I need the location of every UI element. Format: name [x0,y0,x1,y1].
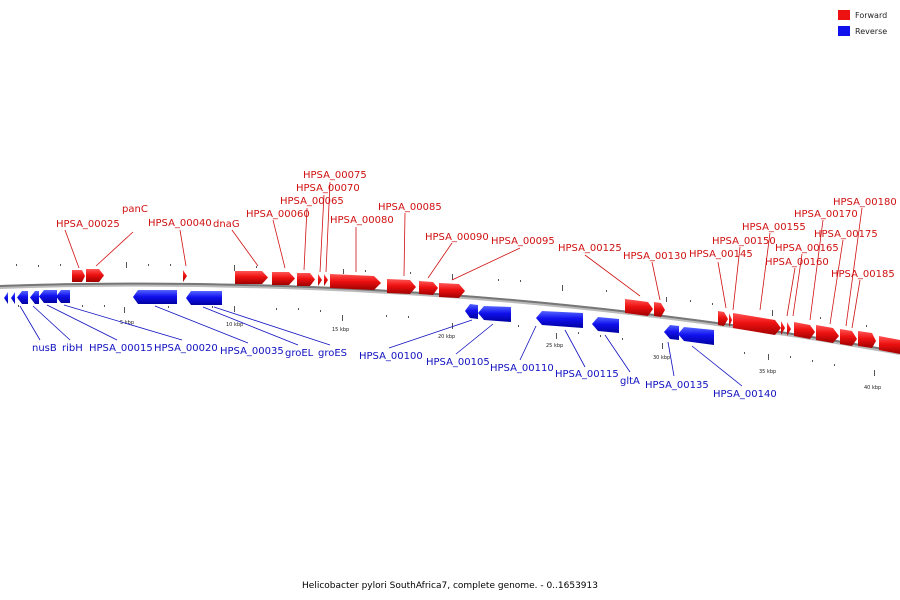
gene-label: panC [122,204,148,215]
gene-forward[interactable] [183,270,187,282]
gene-label: ribH [62,343,83,354]
gene-label: HPSA_00015 [89,343,153,354]
gene-label: HPSA_00070 [296,183,360,194]
forward-gene-labels: HPSA_00025 panC HPSA_00040 dnaG HPSA_000… [56,170,897,280]
gene-reverse[interactable] [186,291,222,305]
gene-label: HPSA_00115 [555,369,619,380]
gene-forward[interactable] [86,269,104,282]
gene-label: HPSA_00185 [831,269,895,280]
gene-label: HPSA_00040 [148,218,212,229]
gene-reverse[interactable] [30,291,39,304]
gene-label: HPSA_00100 [359,351,423,362]
gene-label: HPSA_00160 [765,257,829,268]
scale-label: 25 kbp [546,343,563,349]
gene-forward[interactable] [625,299,653,316]
gene-label: HPSA_00085 [378,202,442,213]
scale-label: 40 kbp [864,385,881,391]
forward-genes [72,269,900,354]
legend-forward-swatch [838,10,850,20]
gene-label: groES [318,348,347,359]
gene-label: HPSA_00105 [426,357,490,368]
scale-label: 10 kbp [226,322,243,328]
reverse-gene-labels: nusB ribH HPSA_00015 HPSA_00020 HPSA_000… [32,343,777,400]
gene-forward[interactable] [72,270,85,282]
gene-reverse[interactable] [592,317,619,333]
gene-forward[interactable] [879,336,900,354]
gene-label: HPSA_00025 [56,219,120,230]
gene-label: HPSA_00090 [425,232,489,243]
gene-label: HPSA_00150 [712,236,776,247]
gene-forward[interactable] [272,272,295,285]
gene-reverse[interactable] [678,327,714,345]
scale-label: 20 kbp [438,334,455,340]
gene-reverse[interactable] [4,292,8,304]
reverse-genes [4,290,714,345]
gene-reverse[interactable] [536,311,583,328]
gene-label: HPSA_00080 [330,215,394,226]
gene-label: HPSA_00095 [491,236,555,247]
gene-forward[interactable] [235,271,268,284]
tick-marks [16,262,875,376]
gene-forward[interactable] [439,283,465,298]
gene-label: HPSA_00165 [775,243,839,254]
gene-reverse[interactable] [17,291,28,304]
scale-label: 15 kbp [332,327,349,333]
legend-reverse-label: Reverse [855,27,887,36]
gene-forward[interactable] [840,329,857,346]
gene-forward[interactable] [324,274,328,286]
gene-forward[interactable] [858,331,876,348]
gene-reverse[interactable] [465,304,478,319]
forward-leader-lines [64,181,863,329]
legend-forward-label: Forward [855,11,887,20]
gene-label: HPSA_00125 [558,243,622,254]
gene-label: gltA [620,376,640,387]
gene-reverse[interactable] [11,292,15,304]
gene-forward[interactable] [781,321,785,335]
gene-reverse[interactable] [56,290,70,303]
gene-label: HPSA_00130 [623,251,687,262]
gene-forward[interactable] [816,325,839,343]
gene-label: HPSA_00135 [645,380,709,391]
gene-forward[interactable] [297,273,315,286]
scale-label: 30 kbp [653,355,670,361]
gene-label: HPSA_00145 [689,249,753,260]
gene-reverse[interactable] [478,306,511,322]
gene-forward[interactable] [387,279,416,294]
gene-label: HPSA_00065 [280,196,344,207]
scale-label: 35 kbp [759,369,776,375]
legend-reverse-swatch [838,26,850,36]
gene-forward[interactable] [654,302,665,317]
gene-forward[interactable] [419,281,438,295]
gene-reverse[interactable] [664,325,679,340]
legend: Forward Reverse [838,10,887,36]
gene-label: HPSA_00180 [833,197,897,208]
gene-reverse[interactable] [39,290,57,303]
gene-forward[interactable] [787,322,791,336]
scale-label: 5 kbp [120,320,134,326]
gene-label: HPSA_00155 [742,222,806,233]
gene-forward[interactable] [794,322,815,339]
gene-label: HPSA_00110 [490,363,554,374]
gene-forward[interactable] [718,311,728,326]
gene-label: HPSA_00075 [303,170,367,181]
gene-forward[interactable] [729,313,732,327]
reverse-leader-lines [19,304,743,387]
gene-label: HPSA_00035 [220,346,284,357]
scale-labels: 5 kbp 10 kbp 15 kbp 20 kbp 25 kbp 30 kbp… [120,320,881,391]
gene-label: HPSA_00175 [814,229,878,240]
gene-reverse[interactable] [133,290,177,304]
gene-forward[interactable] [330,274,381,290]
gene-label: groEL [285,348,314,359]
genome-caption: Helicobacter pylori SouthAfrica7, comple… [302,581,598,591]
gene-label: HPSA_00140 [713,389,777,400]
gene-label: HPSA_00170 [794,209,858,220]
gene-label: dnaG [213,219,240,230]
gene-label: HPSA_00020 [154,343,218,354]
gene-label: nusB [32,343,57,354]
gene-forward[interactable] [733,313,781,335]
gene-label: HPSA_00060 [246,209,310,220]
gene-forward[interactable] [318,274,322,286]
